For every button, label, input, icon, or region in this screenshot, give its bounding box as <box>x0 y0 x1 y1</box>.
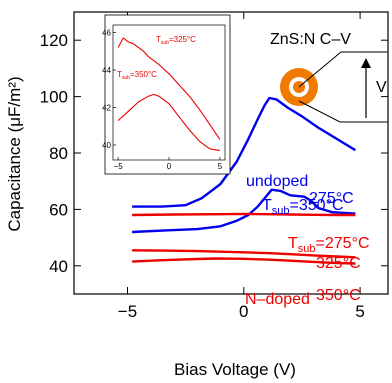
inset-label-350: Tsub=350°C <box>117 70 157 81</box>
inset-series-line-0 <box>117 37 221 140</box>
inset-frame <box>104 14 231 175</box>
inset-y-axis: 40 42 44 46 <box>102 29 116 150</box>
inset-x-axis: −5 0 5 <box>114 157 223 171</box>
inset-label-325-value: =325°C <box>169 35 196 44</box>
wire-upper <box>298 51 388 88</box>
series-line-2 <box>132 212 356 217</box>
series-line-0 <box>132 96 357 208</box>
series-group <box>132 96 357 265</box>
inset-label-325-sub: sub <box>161 40 169 46</box>
label-tsub-350-sub: sub <box>272 205 290 217</box>
label-275-blue: 275°C <box>309 190 354 207</box>
y-axis: 40 60 80 100 120 <box>40 31 388 276</box>
x-tick-label: 0 <box>239 302 248 321</box>
label-325: 325°C <box>316 255 361 272</box>
y-tick-label: 60 <box>49 200 68 219</box>
y-axis-label: Capacitance (μF/m²) <box>5 76 24 231</box>
diagram-title: ZnS:N C–V <box>270 31 351 48</box>
label-tsub-275-value: =275°C <box>316 235 370 252</box>
label-tsub-350-t: T <box>262 197 272 214</box>
x-tick-label: −5 <box>118 302 137 321</box>
x-tick-label: 5 <box>355 302 364 321</box>
label-tsub-350-value: =350°C <box>290 197 344 214</box>
voltage-arrow-head-icon <box>361 58 371 68</box>
label-undoped: undoped <box>246 173 308 190</box>
series-line-1 <box>132 188 356 234</box>
inset-y-tick-label: 40 <box>102 141 111 150</box>
y-tick-label: 100 <box>40 88 68 107</box>
inset-label-325: Tsub=325°C <box>156 35 196 46</box>
inset-x-tick-label: −5 <box>114 162 124 171</box>
label-tsub-275-t: T <box>288 235 298 252</box>
series-line-3 <box>132 249 356 259</box>
y-tick-label: 120 <box>40 31 68 50</box>
label-350-red: 350°C <box>316 287 361 304</box>
y-tick-label: 40 <box>49 257 68 276</box>
series-line-4 <box>132 257 356 265</box>
inset-series-line-1 <box>117 93 220 152</box>
wire-lower <box>298 100 388 123</box>
voltage-symbol: V <box>376 79 387 96</box>
x-axis-label: Bias Voltage (V) <box>174 360 296 379</box>
inset-label-325-t: T <box>156 35 161 44</box>
inset-y-tick-label: 46 <box>102 29 111 38</box>
inset-x-tick-label: 0 <box>167 162 172 171</box>
y-tick-label: 80 <box>49 144 68 163</box>
inset-y-tick-label: 42 <box>102 104 111 113</box>
label-n-doped: N–doped <box>245 291 310 308</box>
x-axis: −5 0 5 <box>118 12 365 321</box>
inset-y-tick-label: 44 <box>102 66 111 75</box>
inset-x-tick-label: 5 <box>218 162 223 171</box>
inset-label-350-value: =350°C <box>130 70 157 79</box>
label-tsub-275: Tsub=275°C <box>288 235 370 255</box>
inset-label-350-t: T <box>117 70 122 79</box>
inset-series-group <box>117 37 221 152</box>
label-tsub-350: Tsub=350°C <box>262 197 344 217</box>
label-tsub-275-sub: sub <box>298 243 316 255</box>
inset-label-350-sub: sub <box>122 75 130 81</box>
